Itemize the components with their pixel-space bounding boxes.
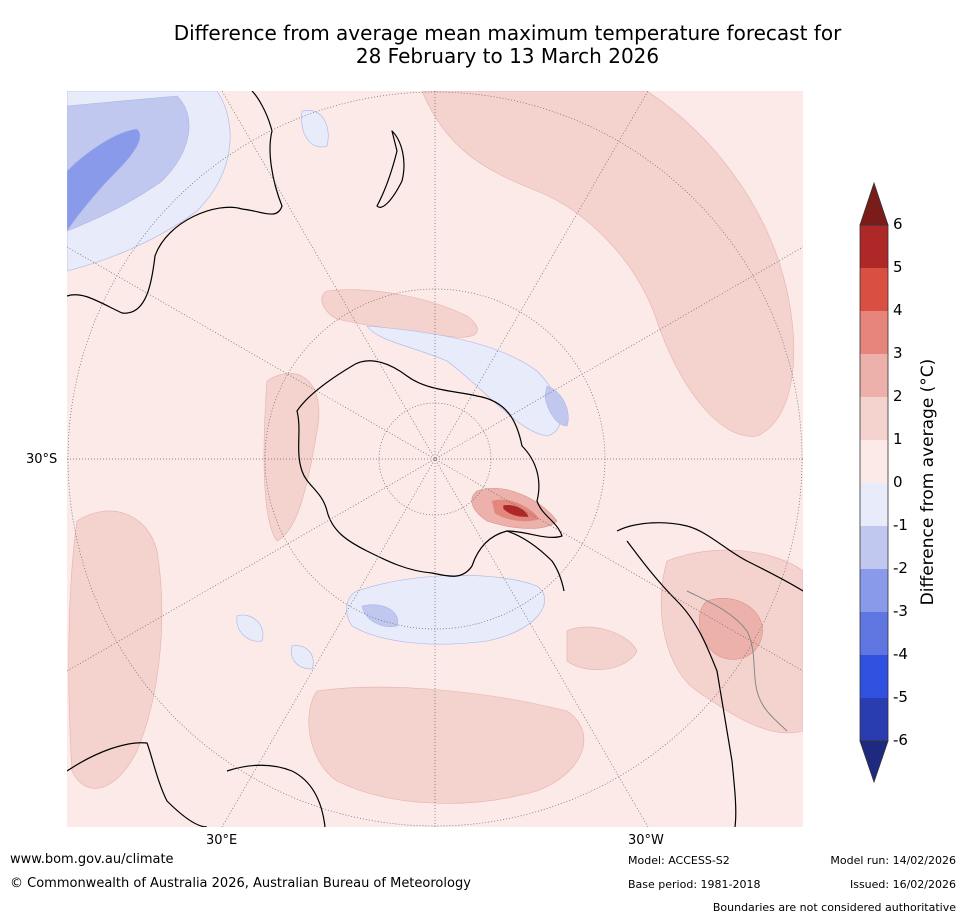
warm-region-southern-ocean xyxy=(321,289,478,338)
longitude-label-30e: 30°E xyxy=(206,833,238,848)
colorbar-swatch xyxy=(860,225,888,268)
cool-region-small-1 xyxy=(301,109,329,148)
map-title: Difference from average mean maximum tem… xyxy=(60,22,955,68)
colorbar-tick-label: 3 xyxy=(893,344,903,362)
colorbar-swatch xyxy=(860,655,888,698)
coast-antarctica xyxy=(296,360,563,577)
colorbar-swatch xyxy=(860,612,888,655)
coast-south-america-west xyxy=(626,540,737,827)
meridian-30e xyxy=(221,91,649,827)
colorbar-tick-label: -2 xyxy=(893,559,908,577)
website-link[interactable]: www.bom.gov.au/climate xyxy=(10,852,174,867)
coast-australia xyxy=(67,91,283,314)
colorbar-tick-label: -5 xyxy=(893,688,908,706)
boundary-south-america xyxy=(686,590,788,732)
cool-region-weddell xyxy=(346,575,545,645)
coast-antarctic-peninsula xyxy=(506,530,565,592)
cool-region-small-2 xyxy=(236,614,264,642)
longitude-label-30w: 30°W xyxy=(628,833,664,848)
cool-region-ross-sea xyxy=(366,325,562,437)
warm-region-west-antarctic xyxy=(263,373,320,542)
copyright-text: © Commonwealth of Australia 2026, Austra… xyxy=(10,876,471,891)
colorbar-tick-label: 5 xyxy=(893,258,903,276)
graticule xyxy=(67,91,803,827)
country-boundaries xyxy=(686,590,788,732)
colorbar-swatch xyxy=(860,440,888,483)
coast-madagascar xyxy=(226,764,326,827)
colorbar-swatch xyxy=(860,268,888,311)
cool-region-australia-core xyxy=(67,128,141,232)
colorbar-tick-label: 4 xyxy=(893,301,903,319)
warm-region-east-ocean xyxy=(566,626,638,671)
coast-south-america xyxy=(616,522,803,592)
boundary-disclaimer: Boundaries are not considered authoritat… xyxy=(712,901,956,914)
model-name: Model: ACCESS-S2 xyxy=(628,854,730,867)
colorbar-swatch xyxy=(860,354,888,397)
colorbar-tick-label: 2 xyxy=(893,387,903,405)
title-line-2: 28 February to 13 March 2026 xyxy=(355,44,660,68)
title-line-1: Difference from average mean maximum tem… xyxy=(173,21,842,45)
cool-region-australia-mid xyxy=(67,95,190,232)
colorbar-swatch xyxy=(860,483,888,526)
colorbar-frame xyxy=(859,224,889,742)
base-period: Base period: 1981-2018 xyxy=(628,878,761,891)
colorbar-extend-min xyxy=(859,740,889,784)
meridian-30w xyxy=(221,91,649,827)
anomaly-contours-cool xyxy=(67,91,569,670)
cool-region-weddell-core xyxy=(361,604,399,627)
colorbar-tick-label: 6 xyxy=(893,215,903,233)
cool-region-small-3 xyxy=(291,645,314,670)
colorbar xyxy=(859,181,889,784)
colorbar-extend-max xyxy=(859,181,889,226)
warm-region-indian-ocean xyxy=(68,510,163,789)
colorbar-tick-label: -3 xyxy=(893,602,908,620)
latitude-label-30s: 30°S xyxy=(26,452,58,467)
colorbar-tick-label: 1 xyxy=(893,430,903,448)
coast-africa xyxy=(67,742,208,827)
anomaly-contours-hot xyxy=(471,488,763,660)
hot-region-amundsen-peak xyxy=(502,504,530,518)
colorbar-tick-label: -1 xyxy=(893,516,908,534)
model-run-date: Model run: 14/02/2026 xyxy=(830,854,956,867)
coast-new-zealand xyxy=(376,130,405,208)
warm-region-east-pacific xyxy=(421,91,795,437)
colorbar-swatch xyxy=(860,569,888,612)
issued-date: Issued: 16/02/2026 xyxy=(849,878,956,891)
meridian-60e xyxy=(67,246,803,672)
temperature-anomaly-map xyxy=(67,91,803,827)
meridian-60w xyxy=(67,246,803,672)
coastlines xyxy=(67,91,803,827)
colorbar-swatch xyxy=(860,526,888,569)
colorbar-swatch xyxy=(860,397,888,440)
anomaly-contours-warm xyxy=(68,91,803,804)
colorbar-label: Difference from average (°C) xyxy=(918,358,938,606)
hot-region-south-america xyxy=(699,598,763,660)
colorbar-swatch xyxy=(860,698,888,741)
cool-region-ross-sea-core xyxy=(544,385,569,427)
colorbar-swatch xyxy=(860,311,888,354)
colorbar-tick-label: -4 xyxy=(893,645,908,663)
colorbar-tick-label: 0 xyxy=(893,473,903,491)
colorbar-tick-label: -6 xyxy=(893,731,908,749)
warm-region-south-pacific-low xyxy=(308,686,584,804)
